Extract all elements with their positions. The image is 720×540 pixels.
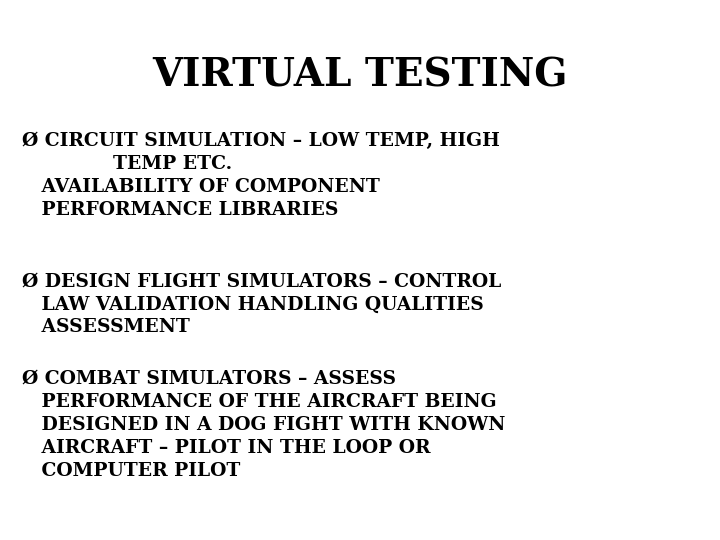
Text: Ø CIRCUIT SIMULATION – LOW TEMP, HIGH
              TEMP ETC.
   AVAILABILITY OF: Ø CIRCUIT SIMULATION – LOW TEMP, HIGH TE… [22, 132, 500, 219]
Text: Ø COMBAT SIMULATORS – ASSESS
   PERFORMANCE OF THE AIRCRAFT BEING
   DESIGNED IN: Ø COMBAT SIMULATORS – ASSESS PERFORMANCE… [22, 370, 505, 480]
Text: VIRTUAL TESTING: VIRTUAL TESTING [152, 57, 568, 94]
Text: Ø DESIGN FLIGHT SIMULATORS – CONTROL
   LAW VALIDATION HANDLING QUALITIES
   ASS: Ø DESIGN FLIGHT SIMULATORS – CONTROL LAW… [22, 273, 501, 336]
